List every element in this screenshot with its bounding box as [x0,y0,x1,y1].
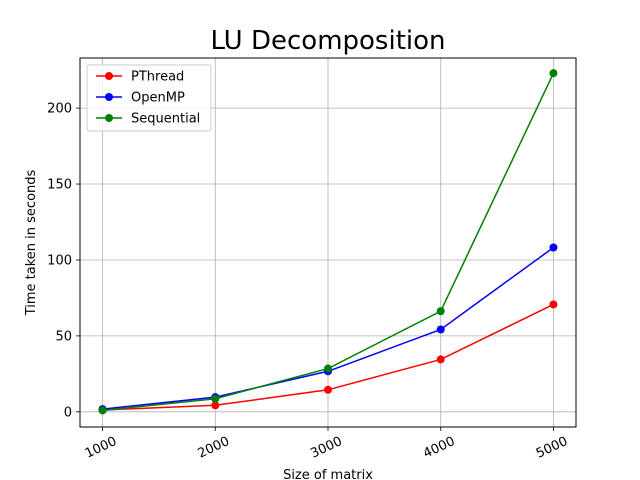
y-tick-label: 0 [64,405,72,420]
data-point-sequential [549,69,558,78]
x-axis-label: Size of matrix [283,468,373,480]
y-tick-label: 150 [47,178,72,193]
data-point-sequential [211,394,220,403]
legend-label-pthread: PThread [131,70,184,85]
data-point-openmp [549,243,558,252]
legend-label-sequential: Sequential [131,112,200,127]
data-point-pthread [549,300,558,309]
grid-lines [80,58,576,427]
series-lines [98,69,558,415]
data-point-sequential [436,307,445,316]
legend-marker-openmp [105,93,113,101]
data-point-sequential [324,364,332,373]
legend-box [86,64,212,132]
y-tick-label: 50 [55,329,72,344]
legend-marker-sequential [105,114,113,122]
y-tick-label: 100 [47,253,72,268]
data-point-pthread [211,401,220,410]
chart-title: LU Decomposition [210,26,445,56]
y-tick-label: 200 [47,102,72,117]
y-axis-label: Time taken in seconds [24,169,39,316]
legend-label-openmp: OpenMP [131,91,185,106]
data-point-pthread [324,385,332,394]
data-point-pthread [436,355,445,364]
data-point-sequential [98,406,107,415]
legend: PThread OpenMP Sequential [86,64,212,132]
data-point-openmp [436,325,445,334]
legend-marker-pthread [105,72,113,80]
